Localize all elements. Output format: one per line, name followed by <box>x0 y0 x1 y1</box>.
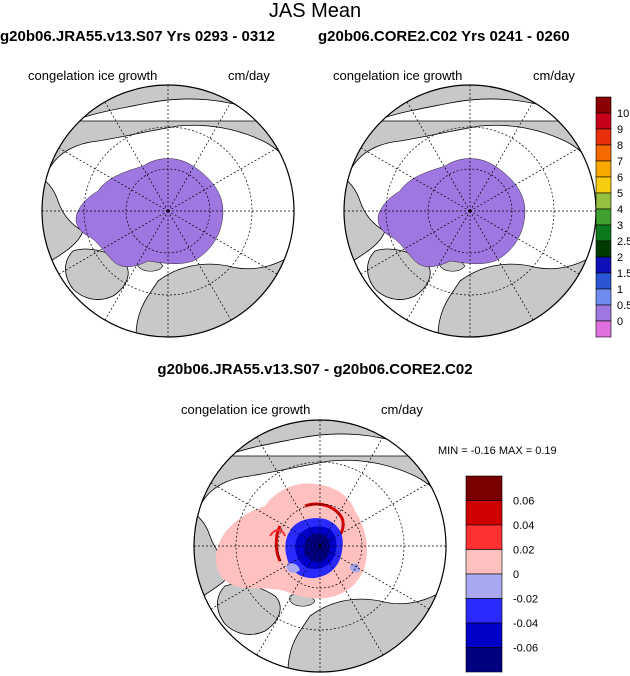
colorbar-label: -0.02 <box>513 593 538 605</box>
colorbar-label: 3 <box>617 220 623 232</box>
colorbar-swatch <box>595 256 612 274</box>
colorbar-label: 10 <box>617 108 629 120</box>
colorbar-label: 1.5 <box>617 268 630 280</box>
colorbar-swatch <box>465 524 503 550</box>
colorbar-swatch <box>595 320 612 338</box>
colorbar-label: 1 <box>617 284 623 296</box>
colorbar-diff: 0.06 0.04 0.02 0 -0.02 -0.04 -0.06 <box>465 475 538 673</box>
panel-2-units-label: cm/day <box>533 68 575 83</box>
panel-1-variable-label: congelation ice growth <box>28 68 158 83</box>
colorbar-swatch <box>465 475 503 501</box>
colorbar-swatch <box>465 573 503 599</box>
panel-2-map <box>343 84 597 338</box>
colorbar-swatch <box>595 112 612 130</box>
colorbar-label: 9 <box>617 124 623 136</box>
colorbar-swatch <box>595 160 612 178</box>
panel-1-map <box>41 84 295 338</box>
panel-2-title: g20b06.CORE2.C02 Yrs 0241 - 0260 <box>318 28 570 45</box>
panel-3-variable-label: congelation ice growth <box>181 402 311 417</box>
colorbar-swatch <box>595 192 612 210</box>
colorbar-label: 4 <box>617 204 623 216</box>
panel-3-map <box>193 419 447 673</box>
colorbar-label: 0 <box>513 569 519 581</box>
page-title: JAS Mean <box>268 0 362 22</box>
panel-1-title: g20b06.JRA55.v13.S07 Yrs 0293 - 0312 <box>0 28 275 45</box>
colorbar-swatch <box>465 549 503 575</box>
colorbar-label: 0.04 <box>513 520 534 532</box>
colorbar-label: 7 <box>617 156 623 168</box>
colorbar-swatch <box>465 500 503 526</box>
colorbar-label: 8 <box>617 140 623 152</box>
colorbar-label: -0.06 <box>513 642 538 654</box>
colorbar-swatch <box>595 224 612 242</box>
panel-3-units-label: cm/day <box>381 402 423 417</box>
colorbar-swatch <box>595 208 612 226</box>
panel-1-units-label: cm/day <box>228 68 270 83</box>
colorbar-swatch <box>465 622 503 648</box>
colorbar-label: 2.5 <box>617 236 630 248</box>
colorbar-label: 0.06 <box>513 495 534 507</box>
colorbar-label: -0.04 <box>513 618 538 630</box>
colorbar-swatch <box>595 176 612 194</box>
colorbar-swatch <box>595 128 612 146</box>
colorbar-swatch <box>595 144 612 162</box>
colorbar-swatch <box>595 288 612 306</box>
colorbar-swatch <box>595 240 612 258</box>
colorbar-label: 0 <box>617 316 623 328</box>
panel-2-variable-label: congelation ice growth <box>333 68 463 83</box>
panel-3-min-max: MIN = -0.16 MAX = 0.19 <box>438 445 557 457</box>
colorbar-label: 2 <box>617 252 623 264</box>
colorbar-swatch <box>465 647 503 673</box>
colorbar-swatch <box>595 272 612 290</box>
colorbar-swatch <box>465 598 503 624</box>
colorbar-swatch <box>595 304 612 322</box>
colorbar-label: 5 <box>617 188 623 200</box>
colorbar-label: 0.5 <box>617 300 630 312</box>
colorbar-swatch <box>595 96 612 114</box>
colorbar-label: 6 <box>617 172 623 184</box>
colorbar-label: 0.02 <box>513 544 534 556</box>
colorbar-top: 10 9 8 7 6 5 4 3 2.5 2 1.5 1 0.5 0 <box>595 96 630 338</box>
panel-3-title: g20b06.JRA55.v13.S07 - g20b06.CORE2.C02 <box>157 361 473 378</box>
